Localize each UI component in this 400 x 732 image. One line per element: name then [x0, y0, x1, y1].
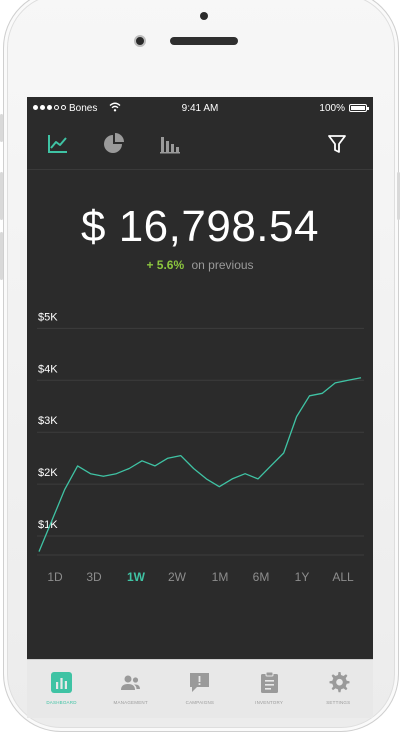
revenue-line-chart: $1K$2K$3K$4K$5K: [27, 292, 373, 562]
tab-inventory[interactable]: INVENTORY: [235, 660, 304, 718]
bottom-tab-bar: DASHBOARD MANAGEMENT CAMPAIGNS INVENTORY SET…: [27, 659, 373, 718]
dashboard-icon: [49, 670, 74, 695]
filter-icon[interactable]: [324, 131, 350, 157]
series-line: [39, 378, 361, 552]
volume-up-button: [0, 172, 3, 220]
battery-percent: 100%: [319, 103, 345, 114]
range-1w[interactable]: 1W: [127, 570, 145, 584]
range-1m[interactable]: 1M: [212, 570, 229, 584]
total-amount: $ 16,798.54: [27, 202, 373, 252]
range-3d[interactable]: 3D: [86, 570, 101, 584]
y-tick-label: $5K: [38, 311, 58, 323]
range-6m[interactable]: 6M: [253, 570, 270, 584]
tab-label: INVENTORY: [235, 700, 304, 705]
app-screen: Bones 9:41 AM 100% $ 16,798.54: [27, 97, 373, 718]
change-value: + 5.6%: [146, 258, 184, 272]
time-range-selector: 1D 3D 1W 2W 1M 6M 1Y ALL: [27, 570, 373, 586]
tab-dashboard[interactable]: DASHBOARD: [27, 660, 96, 718]
tab-campaigns[interactable]: CAMPAIGNS: [165, 660, 234, 718]
line-chart-icon[interactable]: [45, 131, 71, 157]
mute-switch: [0, 114, 3, 142]
chat-alert-icon: [187, 670, 212, 695]
chart-toolbar: [27, 121, 373, 170]
tab-label: SETTINGS: [304, 700, 373, 705]
status-bar: Bones 9:41 AM 100%: [27, 97, 373, 121]
pie-chart-icon[interactable]: [101, 131, 127, 157]
proximity-sensor: [200, 12, 208, 20]
tab-label: CAMPAIGNS: [165, 700, 234, 705]
tab-management[interactable]: MANAGEMENT: [96, 660, 165, 718]
bar-chart-icon[interactable]: [157, 131, 183, 157]
range-2w[interactable]: 2W: [168, 570, 186, 584]
range-all[interactable]: ALL: [332, 570, 353, 584]
users-icon: [118, 670, 143, 695]
tab-settings[interactable]: SETTINGS: [304, 660, 373, 718]
volume-down-button: [0, 232, 3, 280]
range-1y[interactable]: 1Y: [295, 570, 310, 584]
y-tick-label: $3K: [38, 415, 58, 427]
clipboard-icon: [257, 670, 282, 695]
battery-icon: [349, 104, 367, 112]
tab-label: DASHBOARD: [27, 700, 96, 705]
gear-icon: [326, 670, 351, 695]
change-label: on previous: [192, 258, 254, 272]
earpiece-speaker: [170, 37, 238, 45]
y-tick-label: $4K: [38, 363, 58, 375]
tab-label: MANAGEMENT: [96, 700, 165, 705]
range-1d[interactable]: 1D: [47, 570, 62, 584]
front-camera: [134, 35, 146, 47]
change-row: + 5.6% on previous: [27, 258, 373, 272]
y-tick-label: $2K: [38, 467, 58, 479]
